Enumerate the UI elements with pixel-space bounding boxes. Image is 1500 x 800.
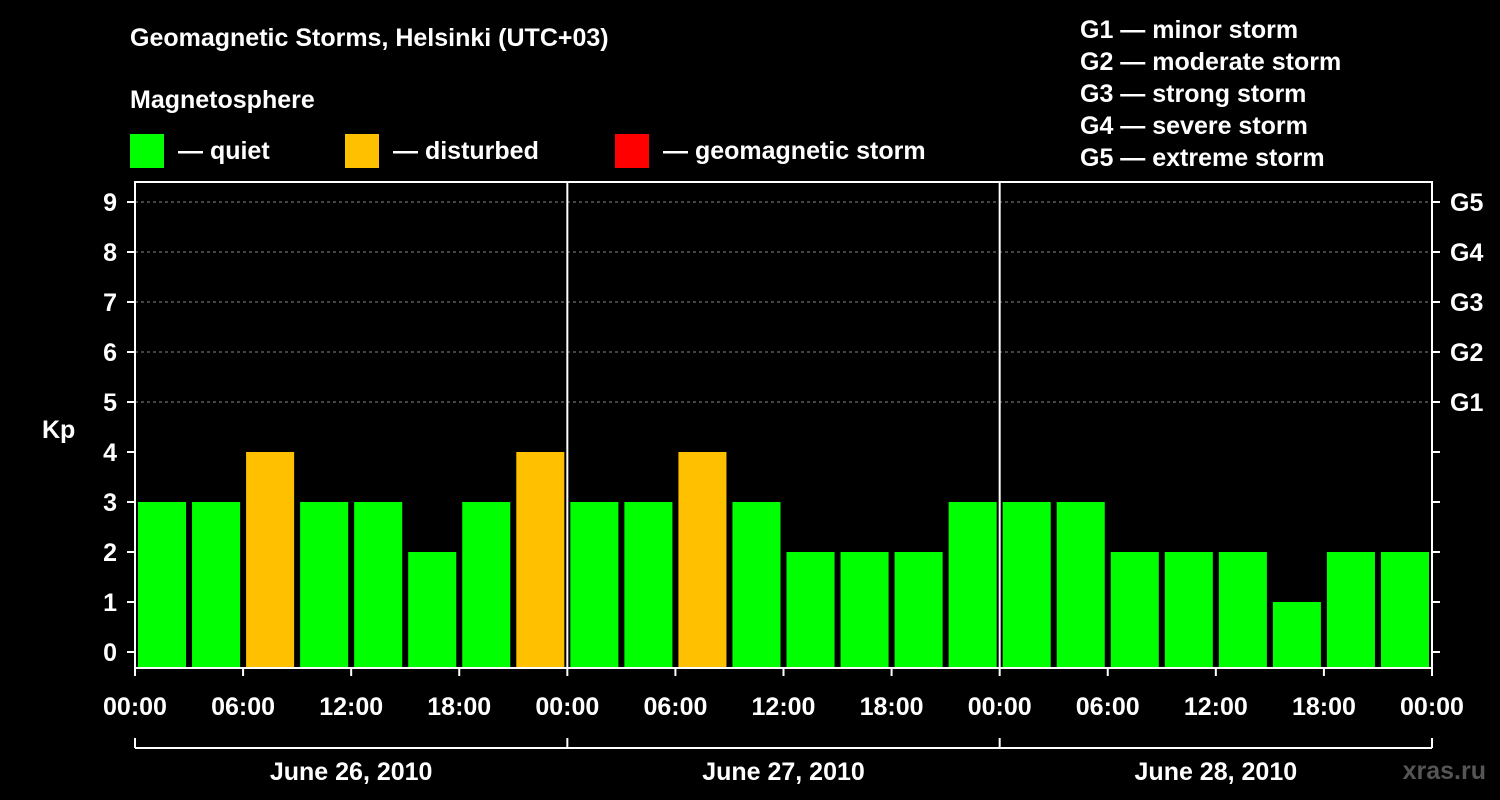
y-tick-label-7: 7: [103, 289, 117, 317]
legend-title: Magnetosphere: [130, 86, 315, 114]
bar-1: [138, 502, 187, 668]
bar-4: [300, 502, 349, 668]
legend-item-quiet: — quiet: [130, 134, 270, 168]
storm-scale-legend: G1 — minor storm G2 — moderate storm G3 …: [1080, 14, 1341, 174]
x-tick-label-3: 18:00: [427, 693, 491, 721]
bar-11: [678, 452, 727, 668]
x-tick-label-8: 00:00: [968, 693, 1032, 721]
y-tick-label-4: 4: [103, 439, 117, 467]
day-label-3: June 28, 2010: [1135, 758, 1298, 786]
bar-20: [1164, 552, 1213, 668]
g-label-g3: G3: [1450, 289, 1483, 317]
legend-label-quiet: — quiet: [178, 136, 270, 165]
bar-23: [1326, 552, 1375, 668]
y-tick-label-2: 2: [103, 539, 117, 567]
x-tick-label-5: 06:00: [643, 693, 707, 721]
legend-label-storm: — geomagnetic storm: [663, 136, 926, 165]
bar-13: [786, 552, 835, 668]
x-tick-label-10: 12:00: [1184, 693, 1248, 721]
x-tick-label-1: 06:00: [211, 693, 275, 721]
legend-swatch-disturbed: [345, 134, 379, 168]
storm-scale-g4: G4 — severe storm: [1080, 112, 1308, 140]
bar-22: [1272, 602, 1321, 668]
bar-16: [948, 502, 997, 668]
legend-item-disturbed: — disturbed: [345, 134, 539, 168]
bar-8: [516, 452, 565, 668]
legend-label-disturbed: — disturbed: [393, 136, 539, 165]
bar-7: [462, 502, 511, 668]
y-tick-label-0: 0: [103, 639, 117, 667]
g-label-g1: G1: [1450, 389, 1483, 417]
bar-24: [1380, 552, 1429, 668]
bar-19: [1110, 552, 1159, 668]
bar-14: [840, 552, 889, 668]
x-tick-label-9: 06:00: [1076, 693, 1140, 721]
x-tick-label-7: 18:00: [860, 693, 924, 721]
x-tick-label-2: 12:00: [319, 693, 383, 721]
g-label-g5: G5: [1450, 189, 1483, 217]
chart-title: Geomagnetic Storms, Helsinki (UTC+03): [130, 24, 609, 52]
bar-2: [192, 502, 241, 668]
bar-18: [1056, 502, 1105, 668]
legend-swatch-storm: [615, 134, 649, 168]
y-tick-label-3: 3: [103, 489, 117, 517]
bar-21: [1218, 552, 1267, 668]
bar-3: [246, 452, 295, 668]
g-label-g4: G4: [1450, 239, 1483, 267]
g-label-g2: G2: [1450, 339, 1483, 367]
storm-scale-g1: G1 — minor storm: [1080, 16, 1299, 44]
storm-scale-g2: G2 — moderate storm: [1080, 48, 1342, 76]
y-tick-label-5: 5: [103, 389, 117, 417]
bar-15: [894, 552, 943, 668]
y-axis-label: Kp: [42, 416, 75, 444]
x-tick-label-12: 00:00: [1400, 693, 1464, 721]
bar-17: [1002, 502, 1051, 668]
bar-6: [408, 552, 457, 668]
bar-5: [354, 502, 403, 668]
watermark: xras.ru: [1402, 757, 1486, 785]
x-tick-label-4: 00:00: [535, 693, 599, 721]
y-tick-label-8: 8: [103, 239, 117, 267]
x-tick-label-0: 00:00: [103, 693, 167, 721]
legend-swatch-quiet: [130, 134, 164, 168]
storm-scale-g5: G5 — extreme storm: [1080, 144, 1325, 172]
storm-scale-g3: G3 — strong storm: [1080, 80, 1307, 108]
x-tick-label-11: 18:00: [1292, 693, 1356, 721]
y-tick-label-9: 9: [103, 189, 117, 217]
bar-10: [624, 502, 673, 668]
y-tick-label-1: 1: [103, 589, 117, 617]
y-tick-label-6: 6: [103, 339, 117, 367]
legend-item-storm: — geomagnetic storm: [615, 134, 926, 168]
bar-12: [732, 502, 781, 668]
day-label-1: June 26, 2010: [270, 758, 433, 786]
day-label-2: June 27, 2010: [702, 758, 865, 786]
bar-9: [570, 502, 619, 668]
x-tick-label-6: 12:00: [752, 693, 816, 721]
